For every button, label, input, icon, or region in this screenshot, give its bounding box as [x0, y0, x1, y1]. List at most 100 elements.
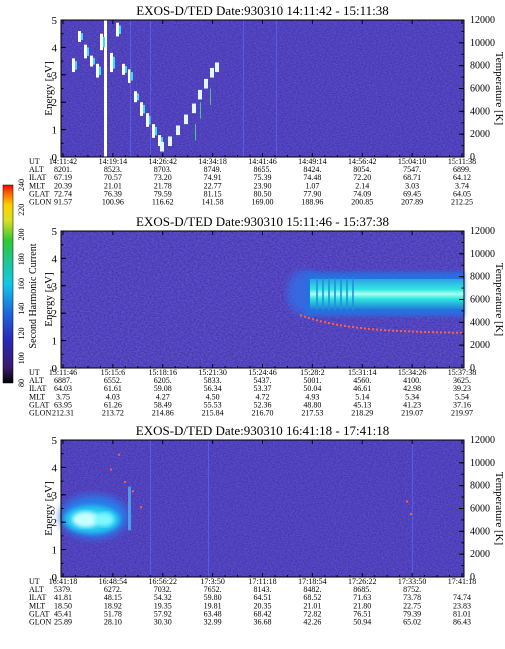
ephemeris-value: 39.23: [453, 384, 471, 393]
y2-tick-label: 12000: [470, 226, 495, 237]
ephemeris-value: 72.20: [353, 173, 371, 182]
colorbar-tick-label: 120: [17, 328, 26, 340]
y2-axis-label: Temperature [K]: [493, 472, 505, 545]
ephemeris-value: 8703.: [154, 165, 172, 174]
ephemeris-value: 8655.: [254, 165, 272, 174]
temperature-point: [340, 324, 342, 327]
temperature-point: [436, 331, 438, 334]
ephemeris-value: 6899.: [453, 165, 471, 174]
x-axis: [62, 20, 463, 157]
ephemeris-value: 7032.: [154, 585, 172, 594]
ephemeris-value: 8752.: [403, 585, 421, 594]
ephemeris-value: 48.15: [104, 593, 122, 602]
y-tick-label: 3: [52, 490, 58, 502]
ephemeris-value: 218.29: [351, 409, 373, 418]
ephemeris-value: 4560.: [353, 376, 371, 385]
ephemeris-label: UT: [29, 157, 40, 166]
ephemeris-value: 8523.: [104, 165, 122, 174]
y-tick-label: 1: [52, 336, 58, 348]
temperature-point: [384, 329, 386, 332]
ephemeris-value: 15:31:14: [348, 368, 376, 377]
y-axis-label: Energy [eV]: [43, 481, 55, 535]
ephemeris-value: 15:04:10: [398, 157, 426, 166]
band-stripe: [322, 277, 324, 311]
y-tick-label: 4: [52, 462, 58, 474]
temperature-point: [416, 330, 418, 333]
ephemeris-value: 41.81: [54, 593, 72, 602]
ephemeris-label: MLT: [29, 181, 45, 190]
y-tick-label: 0: [52, 572, 58, 584]
y-tick-label: 5: [52, 15, 58, 27]
ephemeris-value: 77.90: [303, 189, 321, 198]
ephemeris-value: 36.68: [254, 618, 272, 627]
temperature-point: [420, 330, 422, 333]
ephemeris-value: 200.85: [351, 198, 373, 207]
y-axis-label: Energy [eV]: [43, 61, 55, 115]
ephemeris-value: 79.39: [403, 609, 421, 618]
ephemeris-value: 74.48: [303, 173, 321, 182]
ephemeris-value: 50.94: [353, 618, 371, 627]
dispersion-point: [210, 67, 214, 78]
ephemeris-value: 14:11:42: [49, 157, 77, 166]
streak-edge: [143, 104, 145, 114]
bright-streak: [110, 52, 113, 73]
ephemeris-value: 5379.: [54, 585, 72, 594]
ephemeris-value: 15:18:16: [149, 368, 177, 377]
ephemeris-value: 8482.: [303, 585, 321, 594]
ephemeris-value: 80.50: [254, 189, 272, 198]
y2-tick-label: 10000: [470, 249, 495, 260]
ephemeris-value: 59.08: [154, 384, 172, 393]
ephemeris-value: 8143.: [254, 585, 272, 594]
y2-axis-label: Temperature [K]: [493, 52, 505, 125]
y2-tick-label: 10000: [470, 458, 495, 469]
streak-edge: [99, 66, 101, 76]
spectral-features: [287, 270, 464, 334]
temperature-point: [348, 325, 350, 328]
ephemeris-value: 81.01: [453, 609, 471, 618]
ephemeris-label: MLT: [29, 392, 45, 401]
green-mark: [200, 102, 201, 119]
ephemeris-value: 61.26: [104, 400, 122, 409]
temperature-point: [110, 468, 112, 471]
ephemeris-value: 212.31: [52, 409, 74, 418]
ephemeris-value: 74.91: [204, 173, 222, 182]
ephemeris-value: 214.86: [152, 409, 174, 418]
y2-tick-label: 2000: [470, 129, 490, 140]
ephemeris-value: 5.14: [355, 392, 369, 401]
ephemeris-value: 64.05: [453, 189, 471, 198]
ephemeris-label: ILAT: [29, 384, 46, 393]
band-stripe: [352, 277, 354, 311]
ephemeris-value: 53.37: [254, 384, 272, 393]
ephemeris-value: 4.27: [156, 392, 170, 401]
ephemeris-label: GLON: [29, 618, 51, 627]
ephemeris-value: 7547.: [403, 165, 421, 174]
ephemeris-value: 6552.: [104, 376, 122, 385]
streak-edge: [87, 47, 89, 56]
y-tick-label: 2: [52, 97, 58, 109]
ephemeris-value: 61.61: [104, 384, 122, 393]
temperature-point: [132, 490, 134, 493]
ephemeris-value: 79.59: [154, 189, 172, 198]
temperature-point: [124, 481, 126, 484]
ephemeris-value: 51.78: [104, 609, 122, 618]
panel-title: EXOS-D/TED Date:930310 15:11:46 - 15:37:…: [136, 214, 389, 229]
temperature-point: [440, 331, 442, 334]
temperature-point: [404, 330, 406, 333]
y-axis-label: Energy [eV]: [43, 272, 55, 326]
ephemeris-value: 25.89: [54, 618, 72, 627]
ephemeris-value: 5.34: [405, 392, 419, 401]
temperature-point: [388, 329, 390, 332]
colorbar-tick-label: 200: [17, 229, 26, 241]
ephemeris-value: 141.58: [202, 198, 224, 207]
ephemeris-value: 81.15: [204, 189, 222, 198]
panel-2: EXOS-D/TED Date:930310 15:11:46 - 15:37:…: [29, 214, 505, 418]
ephemeris-value: 23.83: [453, 601, 471, 610]
y-axis-right: 0 2000 4000 6000 8000 10000 12000: [459, 226, 495, 374]
y2-tick-label: 6000: [470, 295, 490, 306]
ephemeris-label: ALT: [29, 165, 44, 174]
temperature-point: [324, 321, 326, 324]
ephemeris-value: 55.53: [204, 400, 222, 409]
ephemeris-table: UT 15:11:46 15:15:6 15:18:16 15:21:30 15:24:4…: [29, 368, 476, 418]
ephemeris-value: 17:26:22: [348, 577, 376, 586]
ephemeris-value: 212.25: [451, 198, 473, 207]
